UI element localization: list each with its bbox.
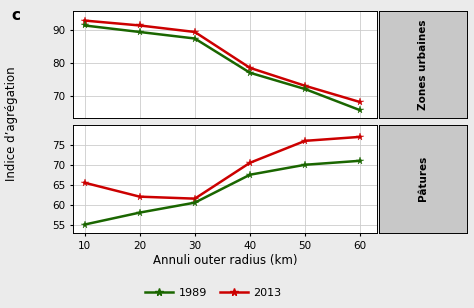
Text: Pâtures: Pâtures xyxy=(418,156,428,201)
Text: Zones urbaines: Zones urbaines xyxy=(418,19,428,110)
Text: Annuli outer radius (km): Annuli outer radius (km) xyxy=(153,254,297,267)
Text: c: c xyxy=(12,8,21,23)
Text: Indice d’agrégation: Indice d’agrégation xyxy=(5,66,18,180)
Legend: 1989, 2013: 1989, 2013 xyxy=(141,284,286,302)
